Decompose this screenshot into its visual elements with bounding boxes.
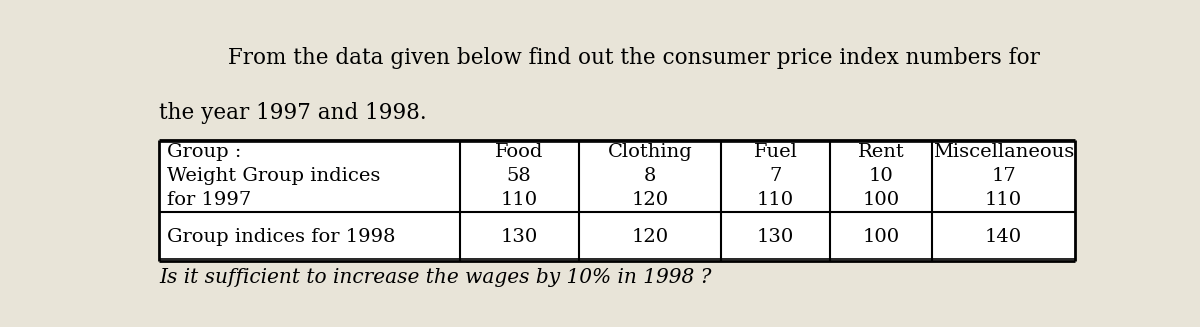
Text: 130: 130	[500, 228, 538, 246]
Text: 110: 110	[985, 191, 1022, 209]
Text: 7: 7	[769, 167, 781, 185]
Text: From the data given below find out the consumer price index numbers for: From the data given below find out the c…	[228, 47, 1039, 69]
Text: 130: 130	[757, 228, 794, 246]
Text: Miscellaneous: Miscellaneous	[932, 143, 1074, 161]
Text: 110: 110	[757, 191, 794, 209]
Text: Clothing: Clothing	[607, 143, 692, 161]
Text: Fuel: Fuel	[754, 143, 798, 161]
Text: 58: 58	[506, 167, 532, 185]
Text: Rent: Rent	[858, 143, 905, 161]
Text: 140: 140	[985, 228, 1022, 246]
Text: for 1997: for 1997	[167, 191, 251, 209]
Text: Is it sufficient to increase the wages by 10% in 1998 ?: Is it sufficient to increase the wages b…	[160, 268, 712, 287]
Text: Food: Food	[494, 143, 544, 161]
Text: the year 1997 and 1998.: the year 1997 and 1998.	[160, 102, 427, 124]
Text: Weight Group indices: Weight Group indices	[167, 167, 380, 185]
Text: Group indices for 1998: Group indices for 1998	[167, 228, 395, 246]
Text: Group :: Group :	[167, 143, 241, 161]
Text: 100: 100	[863, 191, 900, 209]
Text: 110: 110	[500, 191, 538, 209]
Text: 8: 8	[643, 167, 656, 185]
Text: 120: 120	[631, 228, 668, 246]
Text: 100: 100	[863, 228, 900, 246]
Text: 17: 17	[991, 167, 1016, 185]
Text: 120: 120	[631, 191, 668, 209]
Text: 10: 10	[869, 167, 893, 185]
